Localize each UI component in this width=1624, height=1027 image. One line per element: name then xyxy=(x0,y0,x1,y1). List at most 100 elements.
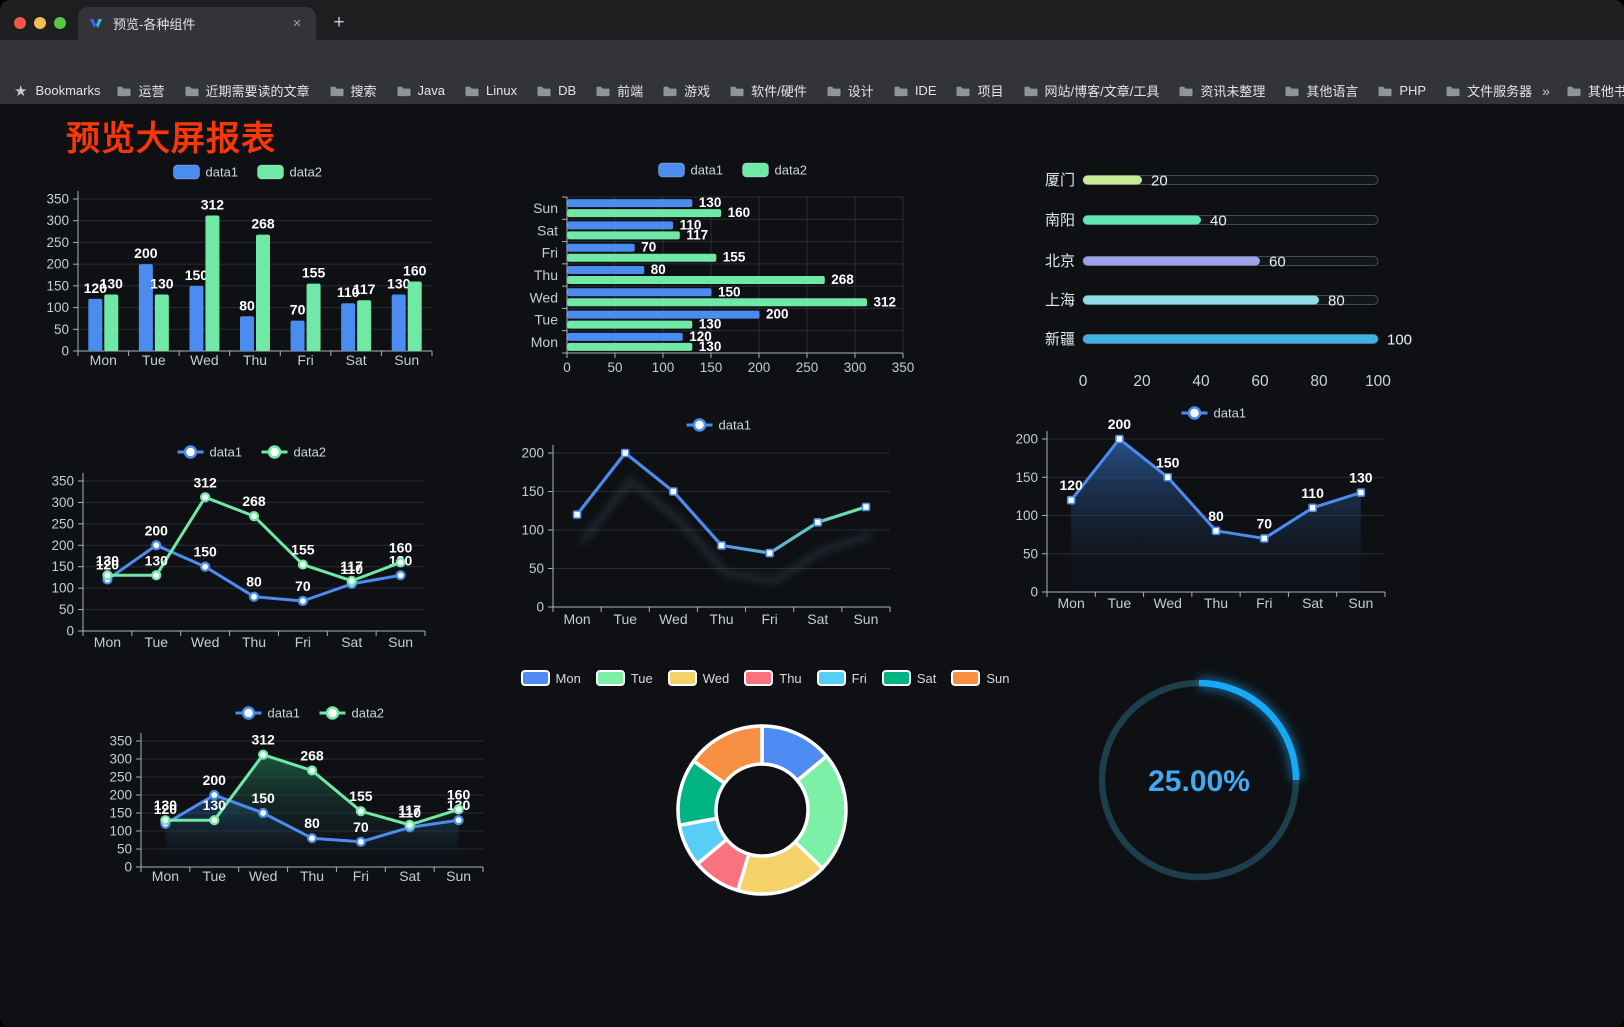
minimize-window-button[interactable] xyxy=(34,17,46,29)
svg-text:Wed: Wed xyxy=(249,868,278,884)
svg-text:40: 40 xyxy=(1210,213,1227,230)
svg-text:200: 200 xyxy=(1108,416,1132,432)
chart-area-single[interactable]: data1 0 50 100 150 200 Mon Tue Wed Thu Fri Sat Sun 12… xyxy=(975,383,1405,623)
svg-text:Fri: Fri xyxy=(295,634,311,650)
legend-item[interactable]: Fri xyxy=(816,670,867,686)
svg-text:350: 350 xyxy=(892,360,915,375)
svg-text:Tue: Tue xyxy=(142,352,166,368)
svg-text:250: 250 xyxy=(46,235,69,250)
bookmark-folder[interactable]: Linux xyxy=(464,83,517,98)
legend-item[interactable]: Tue xyxy=(595,670,653,686)
donut-legend[interactable]: Mon Tue Wed Thu Fri Sat Sun xyxy=(520,670,1009,686)
chart-line-gradient[interactable]: data1 0 50 100 150 200 Mon Tue Wed Thu Fri Sat Sun xyxy=(505,393,905,638)
close-window-button[interactable] xyxy=(14,17,26,29)
folder-icon xyxy=(185,86,198,97)
chart-hbar-grouped[interactable]: data1 data2 0 50 100 150 200 250 300 350 Sun 130 160… xyxy=(505,148,915,383)
chart-donut[interactable]: Mon Tue Wed Thu Fri Sat Sun xyxy=(520,660,1009,905)
svg-text:130: 130 xyxy=(699,195,722,210)
folder-icon xyxy=(730,86,744,97)
chart-area-two[interactable]: data1 data2 0 50 100 150 200 250 300 350 Mon Tue Wed… xyxy=(95,658,515,898)
legend-item[interactable]: Thu xyxy=(744,670,802,686)
bookmark-folder[interactable]: IDE xyxy=(893,83,936,98)
bookmark-folder[interactable]: 前端 xyxy=(595,81,643,100)
svg-text:0: 0 xyxy=(124,860,132,875)
bookmark-folder[interactable]: 项目 xyxy=(955,81,1004,100)
x-axis: Mon Tue Wed Thu Fri Sat Sun xyxy=(82,631,426,650)
svg-text:150: 150 xyxy=(1015,470,1038,485)
svg-text:200: 200 xyxy=(51,538,74,553)
svg-text:40: 40 xyxy=(1192,373,1210,390)
folder-icon xyxy=(465,86,479,97)
svg-text:0: 0 xyxy=(1079,373,1088,390)
bookmark-folder[interactable]: 近期需要读的文章 xyxy=(184,81,310,100)
svg-text:0: 0 xyxy=(61,344,69,359)
svg-text:50: 50 xyxy=(117,842,132,857)
svg-text:Wed: Wed xyxy=(659,611,688,627)
svg-text:Thu: Thu xyxy=(709,611,733,627)
svg-text:312: 312 xyxy=(201,197,225,213)
svg-text:70: 70 xyxy=(295,578,311,594)
bookmarks-overflow-chevron[interactable]: » xyxy=(1542,82,1550,99)
legend-item[interactable]: Mon xyxy=(520,670,581,686)
legend-item[interactable]: Sun xyxy=(951,670,1009,686)
svg-text:Thu: Thu xyxy=(534,267,558,283)
svg-text:厦门: 厦门 xyxy=(1045,172,1075,189)
svg-text:25.00%: 25.00% xyxy=(1148,765,1250,798)
legend[interactable]: data1 data2 xyxy=(658,162,808,178)
bookmark-folder[interactable]: 资讯未整理 xyxy=(1178,81,1265,100)
bookmark-folder[interactable]: 文件服务器 xyxy=(1445,81,1532,100)
svg-text:120: 120 xyxy=(96,557,120,573)
svg-text:100: 100 xyxy=(1015,508,1038,523)
legend[interactable]: data1 data2 xyxy=(177,445,327,460)
folder-icon xyxy=(1179,86,1193,97)
bookmark-folder[interactable]: 搜索 xyxy=(329,81,377,100)
chart-gauge[interactable]: 25.00% xyxy=(1079,646,1319,906)
svg-text:130: 130 xyxy=(387,276,411,292)
close-tab-icon[interactable]: × xyxy=(292,15,302,32)
svg-text:130: 130 xyxy=(1349,470,1373,486)
folder-icon xyxy=(117,86,131,97)
dashboard-preview: 预览大屏报表 data1 data2 0 50 100 150 200 250 300 350 Mo… xyxy=(0,104,1624,1027)
bookmark-folder[interactable]: 网站/博客/文章/工具 xyxy=(1023,81,1159,100)
bookmark-folder[interactable]: 运营 xyxy=(116,81,165,100)
zoom-window-button[interactable] xyxy=(54,17,66,29)
y-axis: 0 50 100 150 200 250 300 350 xyxy=(51,473,425,639)
x-axis: Mon Tue Wed Thu Fri Sat Sun xyxy=(140,867,484,884)
svg-text:Fri: Fri xyxy=(761,611,777,627)
svg-text:北京: 北京 xyxy=(1045,253,1075,270)
chart-city-progress[interactable]: 厦门 20 南阳 40 北京 60 上海 80 新疆 100 0 20 40 60 80 100 xyxy=(990,148,1420,398)
legend-item[interactable]: Wed xyxy=(667,670,729,686)
svg-text:350: 350 xyxy=(109,734,132,749)
svg-text:20: 20 xyxy=(1133,373,1151,390)
svg-text:80: 80 xyxy=(1310,373,1328,390)
bookmark-folder[interactable]: Java xyxy=(396,83,445,98)
bookmark-folder[interactable]: DB xyxy=(536,83,576,98)
svg-text:Tue: Tue xyxy=(534,312,558,328)
browser-tab[interactable]: 预览-各种组件 × xyxy=(78,7,316,40)
other-bookmarks-folder[interactable]: 其他书签 xyxy=(1566,81,1624,100)
bookmark-folder[interactable]: 设计 xyxy=(826,81,874,100)
legend[interactable]: data1 xyxy=(686,418,752,433)
svg-text:150: 150 xyxy=(193,544,217,560)
legend[interactable]: data1 data2 xyxy=(173,164,323,180)
svg-text:Sun: Sun xyxy=(388,634,413,650)
chart-bar-grouped[interactable]: data1 data2 0 50 100 150 200 250 300 350 Mon Tue Wed… xyxy=(40,150,470,380)
chart-line-two[interactable]: data1 data2 0 50 100 150 200 250 300 350 Mon Tue Wed… xyxy=(40,418,470,663)
bookmarks-star-icon[interactable]: ★ xyxy=(14,82,28,100)
bookmark-folder[interactable]: 其他语言 xyxy=(1284,81,1358,100)
svg-text:Sat: Sat xyxy=(537,222,558,238)
bookmark-folder[interactable]: 游戏 xyxy=(662,81,710,100)
folder-icon xyxy=(1285,86,1299,97)
svg-text:250: 250 xyxy=(51,516,74,531)
legend[interactable]: data1 xyxy=(1181,406,1247,421)
legend-item[interactable]: Sat xyxy=(881,670,936,686)
bookmark-folder[interactable]: 软件/硬件 xyxy=(729,81,807,100)
svg-text:0: 0 xyxy=(563,360,571,375)
svg-text:data1: data1 xyxy=(268,706,301,721)
bookmarks-label[interactable]: Bookmarks xyxy=(35,83,101,98)
svg-text:155: 155 xyxy=(291,542,315,558)
svg-text:130: 130 xyxy=(145,552,169,568)
legend[interactable]: data1 data2 xyxy=(235,706,385,721)
bookmark-folder[interactable]: PHP xyxy=(1377,83,1426,98)
new-tab-button[interactable]: + xyxy=(333,12,345,33)
